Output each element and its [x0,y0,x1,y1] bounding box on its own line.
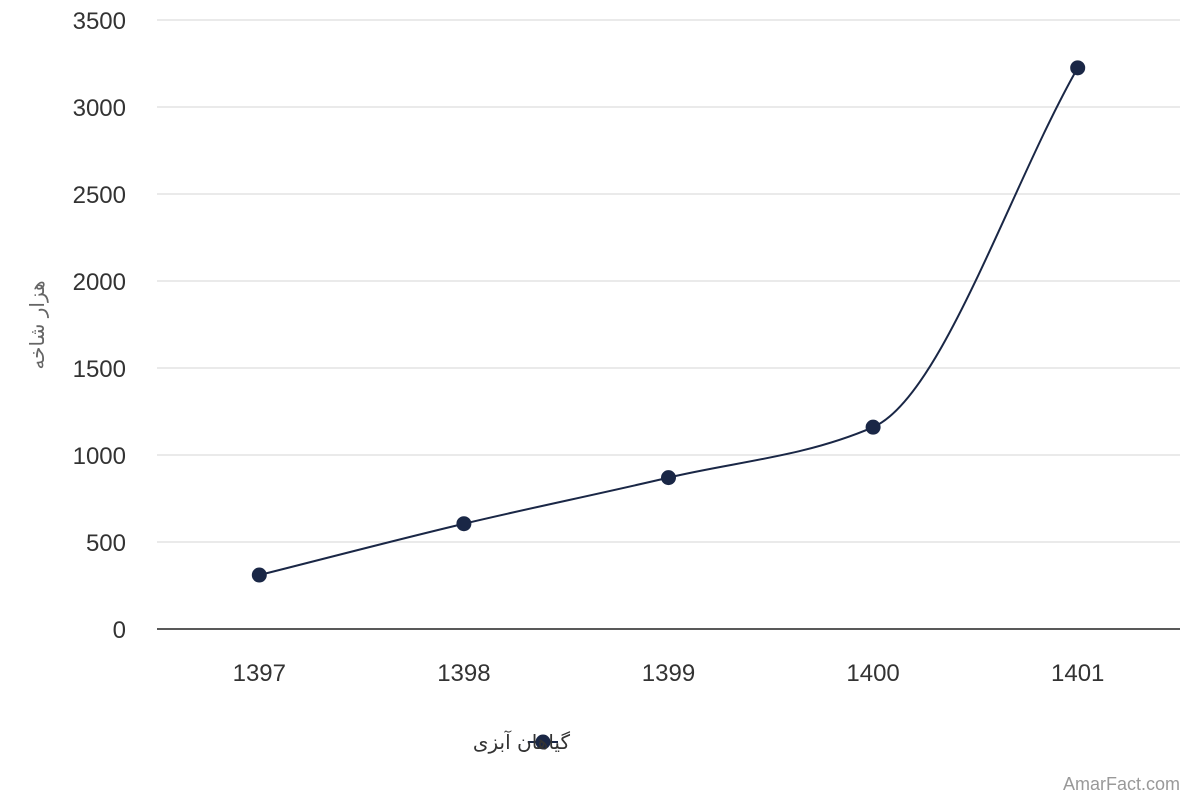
y-axis-title: هزار شاخه [25,280,49,369]
y-tick-label: 3500 [73,8,126,35]
gridlines [157,19,1180,630]
series-layer [251,60,1086,583]
y-tick-label: 2500 [73,182,126,209]
y-axis-tick-labels: 0 500 1000 1500 2000 2500 3000 3500 [73,8,126,644]
y-tick-label: 500 [86,530,126,557]
data-point[interactable] [456,516,472,532]
y-tick-label: 1500 [73,356,126,383]
x-tick-label: 1401 [1051,660,1104,687]
series-line [259,67,1079,577]
y-tick-label: 1000 [73,443,126,470]
data-point[interactable] [865,419,881,435]
x-axis-tick-labels: 1397 1398 1399 1400 1401 [233,660,1105,687]
y-tick-label: 3000 [73,95,126,122]
x-tick-label: 1399 [642,660,695,687]
x-tick-label: 1397 [233,660,286,687]
y-tick-label: 0 [113,617,126,644]
data-point[interactable] [251,567,267,583]
data-point[interactable] [661,470,676,486]
y-tick-label: 2000 [73,269,126,296]
legend[interactable]: گیاهان آبزی [473,729,571,754]
legend-marker-icon [535,734,551,750]
x-tick-label: 1400 [846,660,899,687]
data-point[interactable] [1070,60,1086,76]
legend-label: گیاهان آبزی [473,729,571,754]
x-tick-label: 1398 [437,660,490,687]
watermark: AmarFact.com [1063,774,1180,794]
